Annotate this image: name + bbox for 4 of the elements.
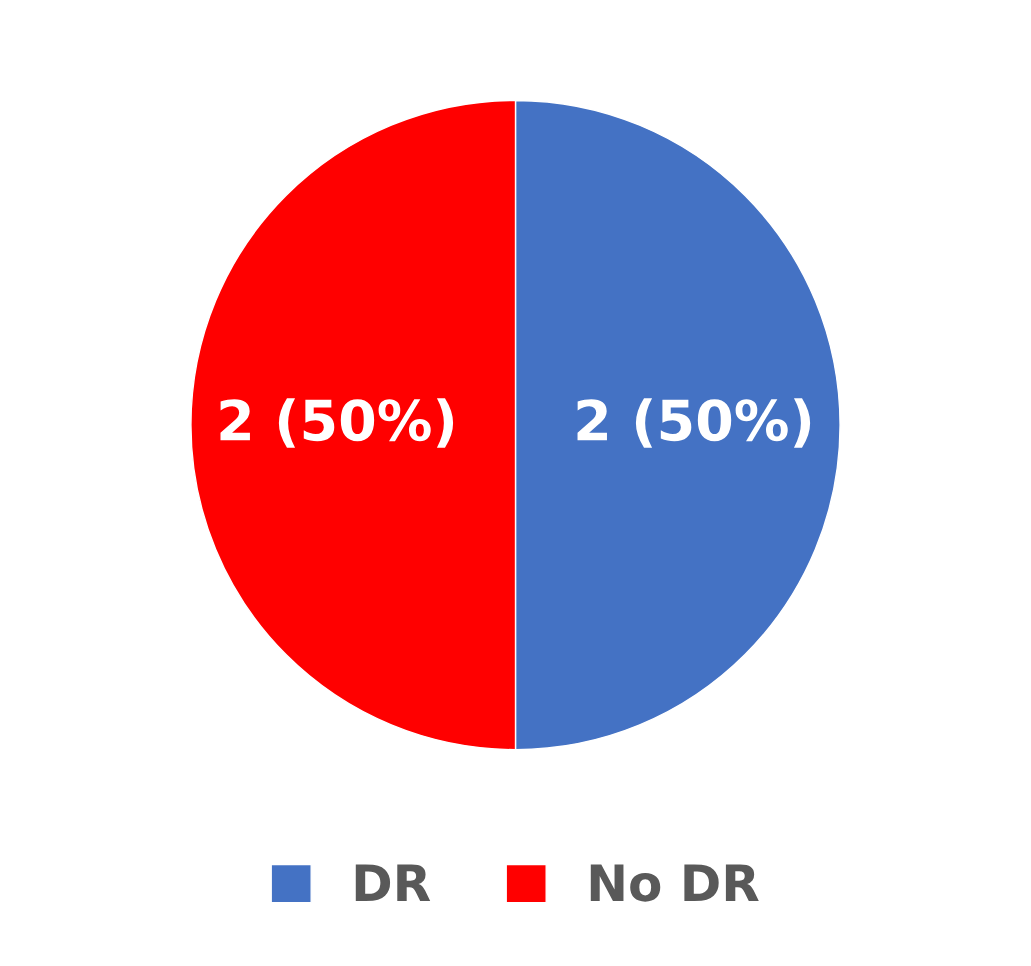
legend-label: DR	[355, 864, 431, 901]
data-label: 2 (50%)	[220, 398, 454, 448]
data-label: 2 (50%)	[577, 398, 811, 448]
legend-label: No DR	[590, 864, 759, 902]
